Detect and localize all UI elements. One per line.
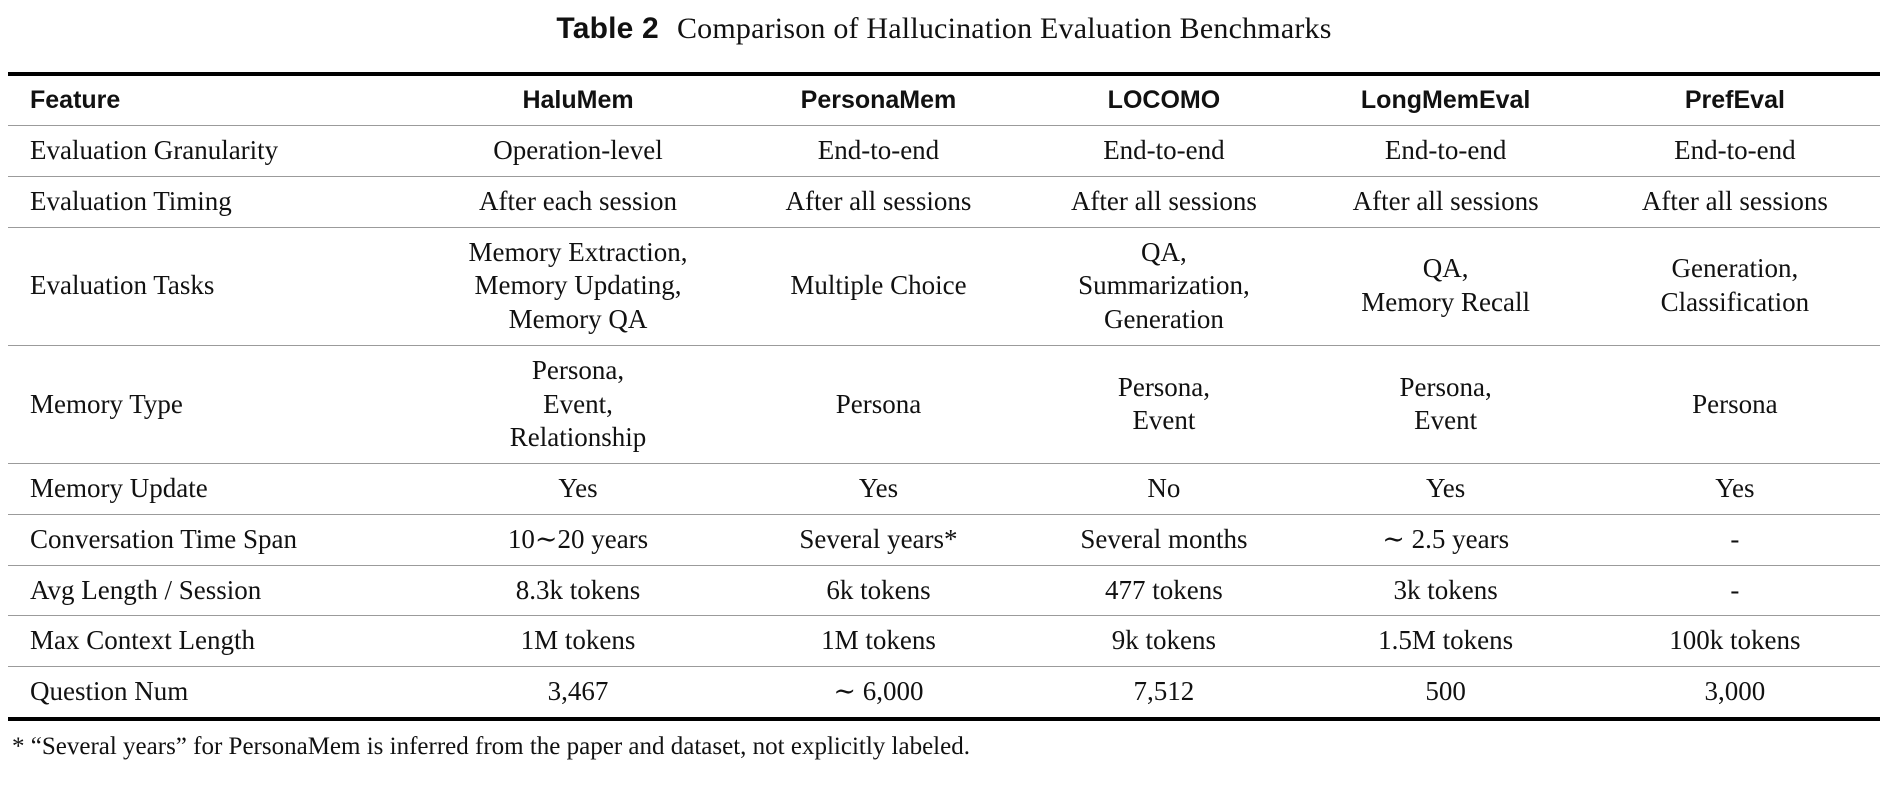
table-row: Evaluation Timing After each session After… bbox=[8, 176, 1880, 227]
table-cell: 3,467 bbox=[547, 676, 609, 706]
table-row: Max Context Length 1M tokens 1M tokens 9k t… bbox=[8, 615, 1880, 667]
table-cell: After all sessions bbox=[785, 185, 972, 216]
column-header-feature: Feature bbox=[30, 86, 121, 114]
table-footnote: * “Several years” for PersonaMem is infe… bbox=[12, 732, 970, 760]
table-cell: End-to-end bbox=[1674, 135, 1796, 165]
row-feature-label: Evaluation Granularity bbox=[30, 135, 279, 165]
table-cell: End-to-end bbox=[817, 135, 940, 165]
table-cell: - bbox=[1730, 574, 1740, 605]
table-cell: Yes bbox=[1426, 473, 1466, 503]
table-cell: Several years* bbox=[799, 523, 958, 554]
table-row: Evaluation Granularity Operation-level End… bbox=[8, 126, 1880, 177]
row-feature-label: Evaluation Timing bbox=[30, 185, 232, 216]
table-cell: No bbox=[1147, 473, 1181, 503]
table-cell: End-to-end bbox=[1384, 135, 1507, 165]
row-feature-label: Question Num bbox=[30, 676, 189, 706]
column-header-prefeval: PrefEval bbox=[1684, 86, 1785, 114]
column-header-locomo: LOCOMO bbox=[1107, 86, 1221, 114]
table-caption: Table 2 Comparison of Hallucination Evalu… bbox=[8, 12, 1880, 46]
table-cell: After all sessions bbox=[1352, 185, 1539, 216]
table-cell: 8.3k tokens bbox=[515, 574, 641, 605]
table-cell: After each session bbox=[479, 185, 677, 216]
table-cell: QA, Memory Recall bbox=[1361, 253, 1530, 318]
table-cell: ∼ 6,000 bbox=[833, 676, 924, 706]
table-cell: After all sessions bbox=[1641, 185, 1828, 216]
table-cell: Persona bbox=[1692, 388, 1778, 419]
table-row: Memory Type Persona, Event, Relationship P… bbox=[8, 345, 1880, 463]
column-header-halumem: HaluMem bbox=[522, 86, 634, 114]
benchmark-comparison-table: Feature HaluMem PersonaMem LOCOMO LongMemEva… bbox=[8, 72, 1880, 721]
table-row: Evaluation Tasks Memory Extraction, Memor… bbox=[8, 227, 1880, 345]
table-cell: 6k tokens bbox=[826, 574, 931, 605]
table-cell: 100k tokens bbox=[1669, 625, 1801, 656]
table-cell: 3k tokens bbox=[1393, 574, 1498, 605]
row-feature-label: Evaluation Tasks bbox=[30, 270, 215, 301]
row-feature-label: Memory Update bbox=[30, 473, 208, 503]
table-cell: 1.5M tokens bbox=[1378, 625, 1514, 656]
table-cell: Persona bbox=[835, 388, 922, 419]
table-body: Evaluation Granularity Operation-level End… bbox=[8, 126, 1880, 719]
table-cell: Several months bbox=[1080, 523, 1248, 554]
table-cell: Generation, Classification bbox=[1660, 253, 1810, 318]
table-cell: Persona, Event, Relationship bbox=[509, 354, 647, 453]
table-cell: 477 tokens bbox=[1105, 574, 1223, 605]
column-header-longmemeval: LongMemEval bbox=[1360, 86, 1531, 114]
table-caption-text: Comparison of Hallucination Evaluation B… bbox=[676, 12, 1332, 45]
table-cell: ∼ 2.5 years bbox=[1382, 523, 1510, 554]
table-cell: End-to-end bbox=[1103, 135, 1225, 165]
table-cell: Multiple Choice bbox=[790, 270, 967, 301]
table-cell: Persona, Event bbox=[1399, 371, 1492, 436]
table-row: Conversation Time Span 10∼20 years Several… bbox=[8, 514, 1880, 565]
row-feature-label: Avg Length / Session bbox=[30, 574, 262, 605]
table-cell: Yes bbox=[1715, 473, 1755, 503]
table-cell: QA, Summarization, Generation bbox=[1078, 236, 1250, 335]
table-cell: - bbox=[1730, 523, 1740, 554]
column-header-personamem: PersonaMem bbox=[800, 86, 957, 114]
table-row: Memory Update Yes Yes No Yes Yes bbox=[8, 463, 1880, 515]
table-cell: Persona, Event bbox=[1117, 371, 1211, 436]
table-caption-label: Table 2 bbox=[556, 12, 659, 45]
table-cell: Yes bbox=[558, 473, 598, 503]
table-cell: 9k tokens bbox=[1111, 625, 1217, 656]
row-feature-label: Conversation Time Span bbox=[30, 523, 298, 554]
table-cell: 500 bbox=[1425, 676, 1466, 706]
table-cell: 1M tokens bbox=[520, 625, 636, 656]
row-feature-label: Max Context Length bbox=[30, 625, 255, 656]
header-row: Feature HaluMem PersonaMem LOCOMO LongMemEva… bbox=[8, 74, 1880, 126]
table-cell: 3,000 bbox=[1704, 676, 1766, 706]
table-cell: After all sessions bbox=[1070, 185, 1257, 216]
table-cell: Yes bbox=[858, 473, 899, 503]
table-row: Avg Length / Session 8.3k tokens 6k tokens… bbox=[8, 565, 1880, 616]
table-row: Question Num 3,467 ∼ 6,000 7,512 500 3,000 bbox=[8, 666, 1880, 719]
table-cell: 1M tokens bbox=[821, 625, 936, 656]
table-cell: 10∼20 years bbox=[507, 523, 649, 554]
table-cell: Memory Extraction, Memory Updating, Memo… bbox=[468, 236, 688, 335]
row-feature-label: Memory Type bbox=[30, 388, 183, 419]
table-cell: Operation-level bbox=[493, 135, 663, 165]
table-cell: 7,512 bbox=[1133, 676, 1195, 706]
